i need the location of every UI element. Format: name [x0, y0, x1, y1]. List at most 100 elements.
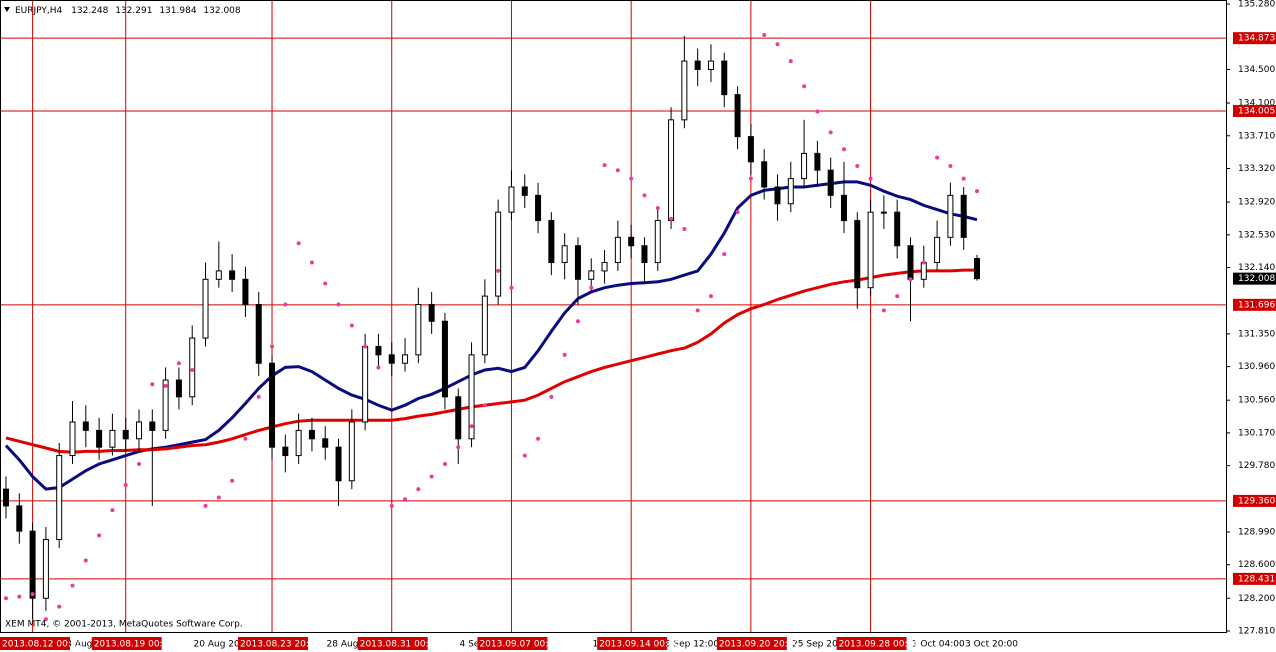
sar-dot [97, 533, 102, 538]
footer: XEM MT4, © 2001-2013, MetaQuotes Softwar… [5, 620, 243, 630]
candle-body [867, 211, 874, 289]
candle-body [734, 94, 741, 138]
sar-dot [629, 176, 634, 181]
candle-body [880, 211, 887, 214]
plot-frame [0, 0, 1227, 633]
candle-body [947, 194, 954, 238]
sar-dot [442, 461, 447, 466]
candle-body [455, 396, 462, 440]
candle-body [601, 262, 608, 272]
sar-dot [895, 294, 900, 299]
price-label-bg [1233, 272, 1276, 285]
level-label: 129.360 [1238, 496, 1275, 506]
low-price: 131.984 [159, 6, 196, 16]
sar-dot [216, 495, 221, 500]
sar-dot [323, 281, 328, 286]
candle-body [574, 245, 581, 280]
candle-body [82, 421, 89, 431]
y-tick-label: 133.710 [1238, 131, 1275, 141]
sar-dot [868, 176, 873, 181]
time-label-bg [357, 637, 428, 650]
candle-body [468, 354, 475, 440]
sar-dot [456, 445, 461, 450]
time-label: 2013.08.31 00:00 [360, 640, 441, 650]
sar-dot [230, 478, 235, 483]
candle-body [189, 337, 196, 398]
sar-dot [163, 383, 168, 388]
sar-dot [748, 176, 753, 181]
candle-body [508, 186, 515, 213]
sar-dot [695, 308, 700, 313]
sar-dot [4, 596, 8, 601]
y-tick-label: 129.780 [1238, 461, 1275, 471]
sar-dot [669, 216, 674, 221]
time-label: 2013.09.14 00:00 [599, 640, 680, 650]
sar-dot [509, 285, 514, 290]
candle-body [521, 186, 528, 196]
sar-dot [70, 583, 75, 588]
level-label: 131.696 [1238, 300, 1275, 310]
sar-dot [788, 59, 793, 64]
sar-dot [30, 592, 35, 597]
sar-dot [762, 33, 767, 38]
time-label-bg [477, 637, 548, 650]
candle-body [202, 278, 209, 339]
candle-body [428, 303, 435, 322]
candle-body [322, 438, 329, 448]
sar-dot [270, 344, 275, 349]
sar-dot [496, 268, 501, 273]
time-label-bg [836, 637, 907, 650]
candle-body [668, 119, 675, 222]
candle-body [282, 446, 289, 457]
y-tick-label: 130.170 [1238, 428, 1275, 438]
candle-body [814, 152, 821, 171]
x-tick-label: 1 Oct 04:00 [912, 640, 965, 650]
sar-dot [43, 617, 48, 622]
y-tick-label: 132.140 [1238, 263, 1275, 273]
level-label-bg [1233, 298, 1276, 311]
candle-body [588, 270, 595, 280]
candle-body [907, 245, 914, 280]
sar-dot [549, 394, 554, 399]
candle-body [974, 257, 980, 280]
sar-dot [815, 109, 820, 114]
candle-body [162, 379, 169, 431]
candle-body [747, 136, 754, 163]
candle-body [761, 161, 768, 188]
level-label-bg [1233, 494, 1276, 507]
y-tick-label: 127.810 [1238, 627, 1275, 637]
sar-dot [283, 302, 288, 307]
y-tick-label: 135.280 [1238, 0, 1275, 10]
candle-body [229, 270, 236, 280]
sar-dot [389, 503, 394, 508]
sar-dot [349, 323, 354, 328]
time-label: 2013.08.19 00:00 [94, 640, 175, 650]
time-label: 2013.09.07 00:00 [479, 640, 560, 650]
sar-dot [482, 403, 487, 408]
candle-body [628, 236, 635, 247]
candle-body [681, 60, 688, 121]
sar-dot [403, 497, 408, 502]
level-label-bg [1233, 105, 1276, 118]
sar-dot [137, 461, 142, 466]
sar-dot [828, 130, 833, 135]
sar-dot [57, 604, 62, 609]
y-tick-label: 128.990 [1238, 527, 1275, 537]
candle-body [362, 345, 369, 423]
sar-dot [376, 365, 381, 370]
sar-dot [243, 436, 248, 441]
candle-body [561, 245, 568, 264]
y-tick-label: 128.200 [1238, 594, 1275, 604]
sar-dot [123, 482, 128, 487]
moving-average [5, 268, 977, 454]
sar-dot [575, 319, 580, 324]
candle-body [535, 194, 542, 222]
candle-body [894, 211, 901, 247]
time-label-bg [0, 637, 70, 650]
candle-body [295, 429, 302, 457]
candle-body [388, 354, 395, 364]
candle-body [109, 429, 116, 448]
high-price: 132.291 [115, 6, 152, 16]
open-price: 132.248 [71, 6, 108, 16]
